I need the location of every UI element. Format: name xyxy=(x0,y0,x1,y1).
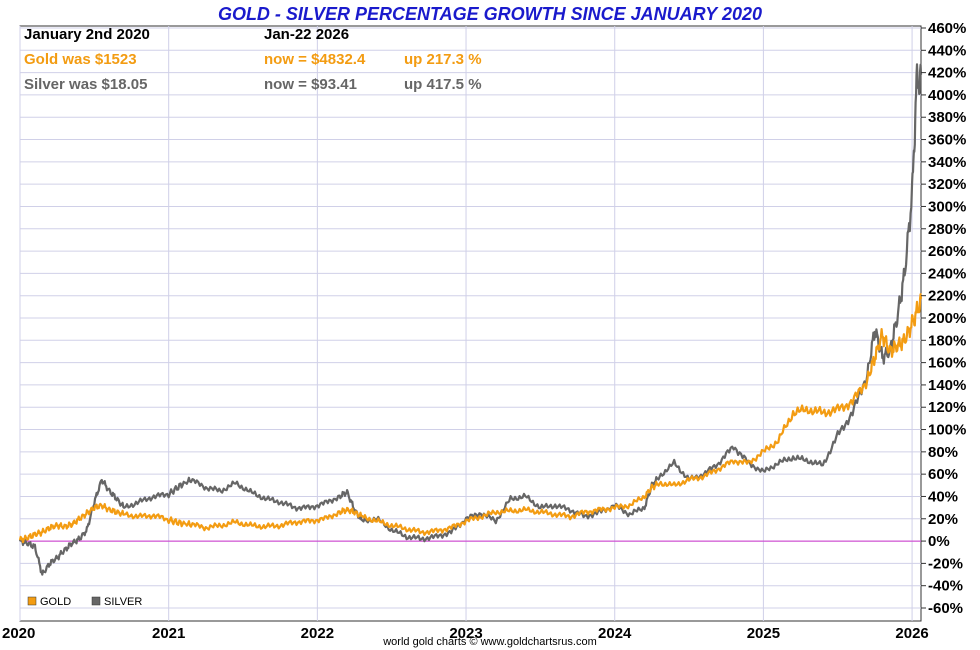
y-tick-label: -20% xyxy=(928,555,963,572)
plot-area xyxy=(19,25,922,622)
y-tick-label: 240% xyxy=(928,265,966,282)
x-tick-label: 2025 xyxy=(747,625,780,642)
gold-was-label: Gold was $1523 xyxy=(24,51,137,68)
x-tick-label: 2024 xyxy=(598,625,632,642)
legend-silver-swatch xyxy=(91,596,101,606)
y-tick-label: 260% xyxy=(928,243,966,260)
y-tick-label: 80% xyxy=(928,444,958,461)
y-tick-label: 340% xyxy=(928,154,966,171)
series-line-gold xyxy=(18,293,923,544)
y-tick-label: 220% xyxy=(928,288,966,305)
chart-title: GOLD - SILVER PERCENTAGE GROWTH SINCE JA… xyxy=(218,4,762,24)
y-tick-label: 400% xyxy=(928,87,966,104)
y-tick-label: 160% xyxy=(928,355,966,372)
y-tick-label: 200% xyxy=(928,310,966,327)
legend: GOLD SILVER xyxy=(27,596,142,608)
y-tick-label: 120% xyxy=(928,399,966,416)
x-tick-label: 2022 xyxy=(301,625,334,642)
y-tick-label: 180% xyxy=(928,332,966,349)
silver-up-label: up 417.5 % xyxy=(404,76,482,93)
y-tick-label: 0% xyxy=(928,533,950,550)
gold-up-label: up 217.3 % xyxy=(404,51,482,68)
y-tick-label: 460% xyxy=(928,20,966,37)
y-tick-label: -40% xyxy=(928,578,963,595)
credit-text: world gold charts © www.goldchartsrus.co… xyxy=(382,636,597,648)
y-tick-label: 380% xyxy=(928,109,966,126)
info-block: January 2nd 2020 Jan-22 2026 Gold was $1… xyxy=(24,26,482,93)
x-tick-label: 2023 xyxy=(449,625,482,642)
series-layer xyxy=(18,63,923,576)
y-tick-label: 40% xyxy=(928,488,958,505)
start-date-label: January 2nd 2020 xyxy=(24,26,150,43)
y-tick-label: 300% xyxy=(928,198,966,215)
grid-lines xyxy=(19,26,921,621)
x-tick-label: 2020 xyxy=(2,625,35,642)
legend-gold-label: GOLD xyxy=(40,596,71,608)
y-tick-label: 20% xyxy=(928,511,958,528)
y-tick-label: 280% xyxy=(928,221,966,238)
y-tick-label: 140% xyxy=(928,377,966,394)
silver-now-label: now = $93.41 xyxy=(264,76,357,93)
x-tick-label: 2021 xyxy=(152,625,185,642)
series-line-silver xyxy=(18,63,923,576)
x-tick-label: 2026 xyxy=(895,625,928,642)
end-date-label: Jan-22 2026 xyxy=(264,26,349,43)
y-tick-label: 440% xyxy=(928,42,966,59)
silver-was-label: Silver was $18.05 xyxy=(24,76,147,93)
y-tick-label: 360% xyxy=(928,132,966,149)
y-axis: 460% 440% 420% 400% 380% 360% 340% 320% 300% 280%… xyxy=(921,20,966,617)
y-tick-label: -60% xyxy=(928,600,963,617)
legend-silver-label: SILVER xyxy=(104,596,142,608)
x-axis: 2020 2021 2022 2023 2024 2025 2026 xyxy=(2,625,929,642)
legend-gold-swatch xyxy=(27,596,37,606)
y-tick-label: 320% xyxy=(928,176,966,193)
y-tick-label: 420% xyxy=(928,65,966,82)
y-tick-label: 60% xyxy=(928,466,958,483)
y-tick-label: 100% xyxy=(928,422,966,439)
gold-now-label: now = $4832.4 xyxy=(264,51,366,68)
